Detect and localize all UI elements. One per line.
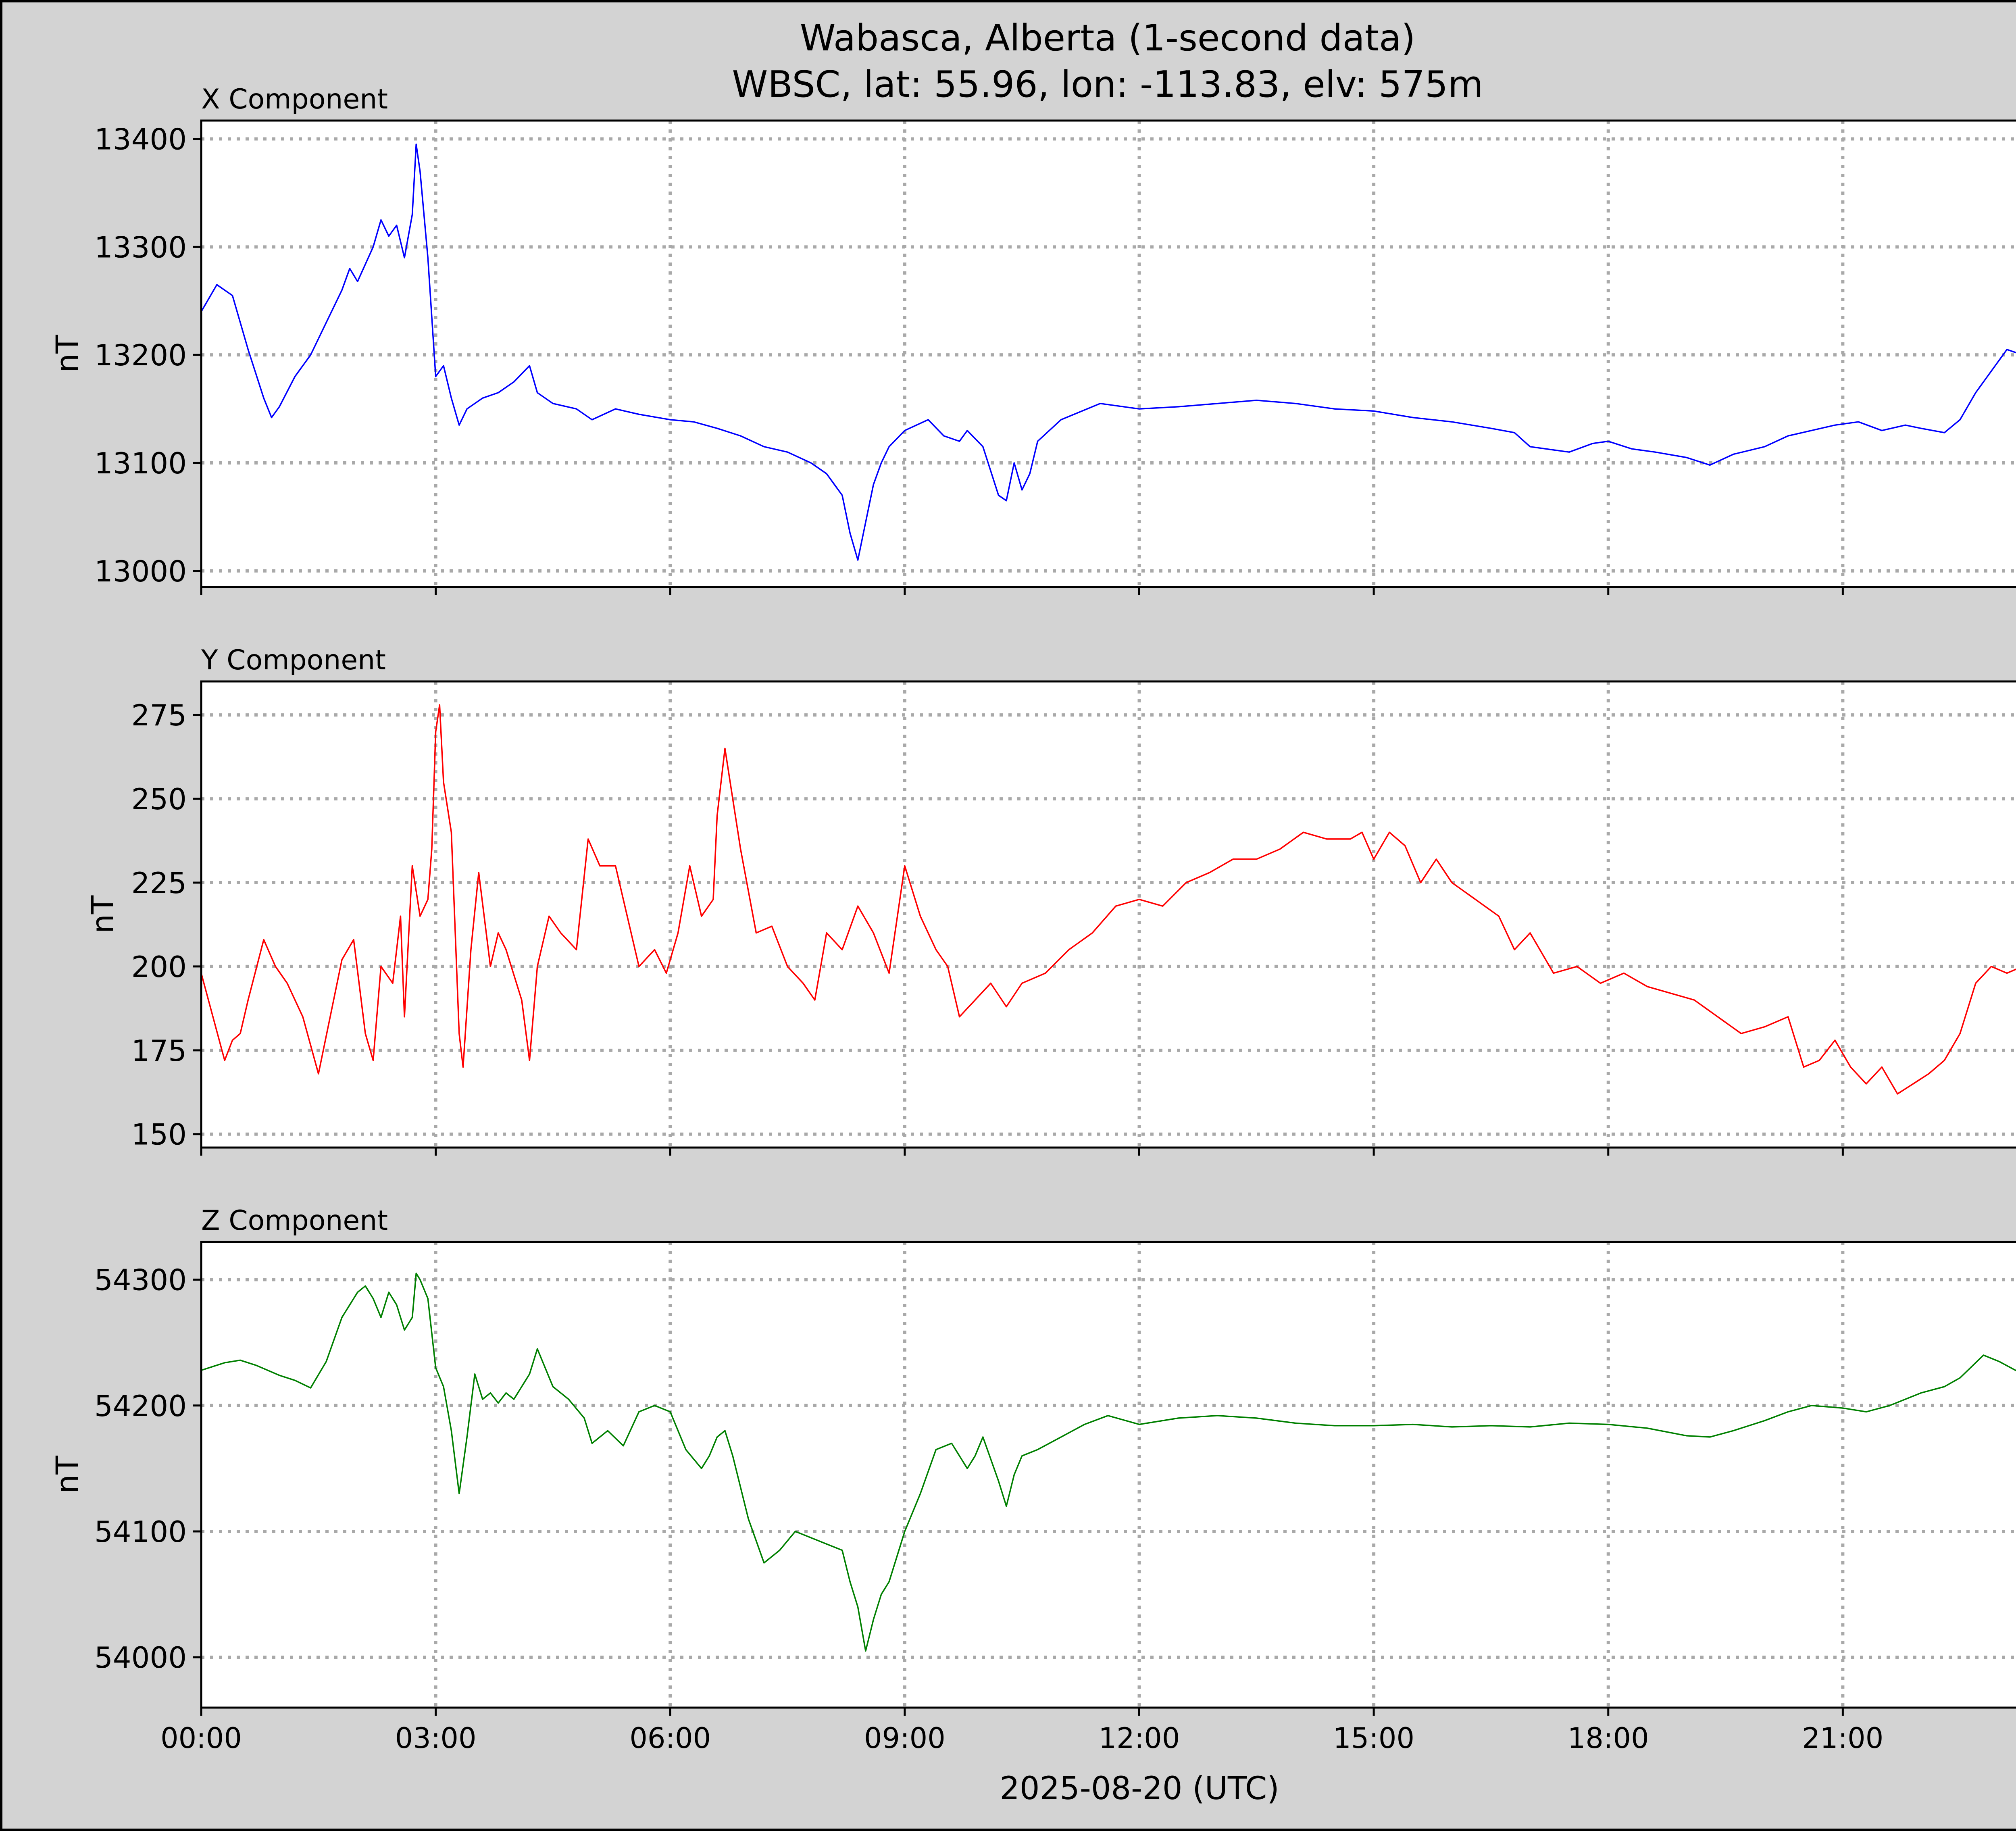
y-component-y-tick-label: 275 xyxy=(131,698,187,732)
y-component-series-line xyxy=(200,704,2016,1095)
y-component-y-axis-label: nT xyxy=(85,895,121,933)
x-tick-label: 18:00 xyxy=(1568,1722,1649,1755)
x-tick-label: 21:00 xyxy=(1802,1722,1884,1755)
x-component-y-tick-label: 13300 xyxy=(94,230,187,264)
x-tick-label: 15:00 xyxy=(1333,1722,1414,1755)
x-tick-label: 03:00 xyxy=(395,1722,477,1755)
x-component-title: X Component xyxy=(201,83,388,115)
z-component-plot-area xyxy=(201,1242,2016,1708)
z-component-series-line xyxy=(201,1273,2016,1652)
x-tick-label: 12:00 xyxy=(1099,1722,1180,1755)
z-component-y-tick-label: 54100 xyxy=(94,1515,187,1549)
x-component-series-line xyxy=(200,144,2016,561)
x-tick-label: 06:00 xyxy=(629,1722,711,1755)
z-component-y-tick-label: 54000 xyxy=(94,1641,187,1675)
z-component-y-tick-label: 54200 xyxy=(94,1389,187,1423)
x-tick-label: 00:00 xyxy=(160,1722,242,1755)
y-component-y-tick-label: 150 xyxy=(131,1118,187,1152)
figure-title-line2: WBSC, lat: 55.96, lon: -113.83, elv: 575… xyxy=(732,63,1483,106)
y-component-panel: 150 175 200 225 250 275 Y Component nT xyxy=(85,644,2016,1156)
x-component-y-tick-label: 13000 xyxy=(94,554,187,588)
x-axis-label: 2025-08-20 (UTC) xyxy=(1000,1771,1279,1807)
x-component-y-tick-label: 13100 xyxy=(94,446,187,480)
z-component-axes-frame xyxy=(200,1241,2016,1709)
y-component-axes-frame xyxy=(200,680,2016,1149)
z-component-y-tick-label: 54300 xyxy=(94,1263,187,1297)
z-component-panel: 54000 54100 54200 54300 Z Component nT 00:00 03… xyxy=(49,1205,2016,1755)
y-component-y-tick-label: 225 xyxy=(131,866,187,900)
y-component-y-tick-label: 200 xyxy=(131,950,187,984)
x-component-panel: 13000 13100 13200 13300 13400 X Component nT xyxy=(49,83,2016,595)
y-component-title: Y Component xyxy=(201,644,386,676)
figure-title-line1: Wabasca, Alberta (1-second data) xyxy=(800,17,1416,59)
x-tick-label: 09:00 xyxy=(864,1722,946,1755)
y-component-y-tick-label: 175 xyxy=(131,1034,187,1068)
x-component-y-axis-label: nT xyxy=(49,335,85,373)
z-component-y-axis-label: nT xyxy=(49,1456,85,1494)
y-component-y-tick-label: 250 xyxy=(131,782,187,816)
x-component-y-tick-label: 13400 xyxy=(94,123,187,156)
z-component-title: Z Component xyxy=(201,1205,388,1237)
x-component-axes-frame xyxy=(200,119,2016,588)
x-component-y-tick-label: 13200 xyxy=(94,338,187,372)
